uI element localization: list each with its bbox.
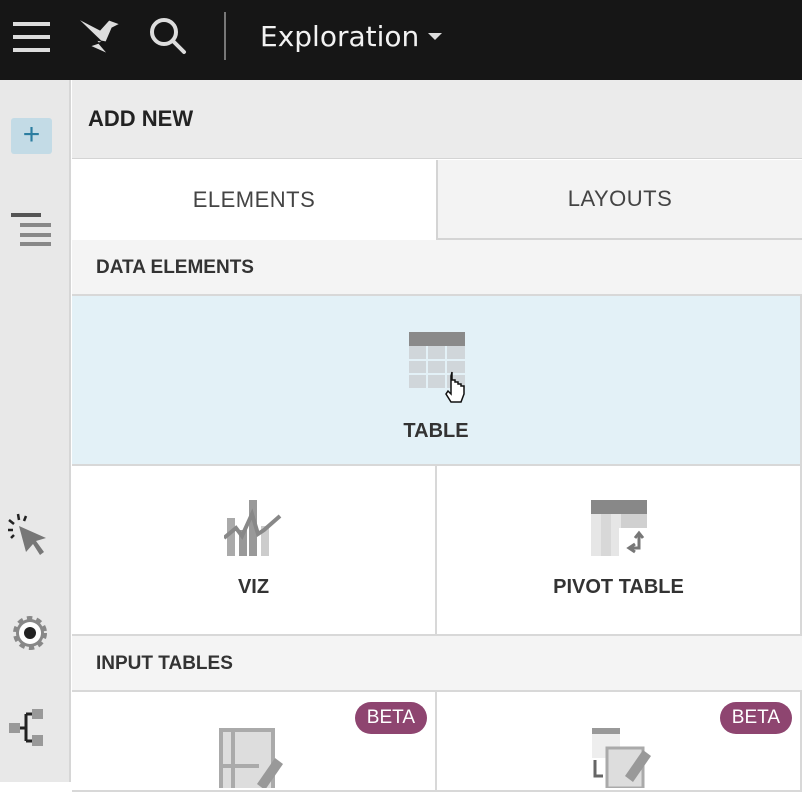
caret-down-icon[interactable] <box>428 33 442 41</box>
add-icon[interactable]: + <box>11 118 52 154</box>
tab-elements[interactable]: ELEMENTS <box>72 160 436 240</box>
panel-header: ADD NEW <box>72 80 802 159</box>
beta-badge: BETA <box>719 702 792 734</box>
pivot-table-tile[interactable]: PIVOT TABLE <box>437 466 802 636</box>
search-icon[interactable] <box>149 17 189 57</box>
pivot-table-icon <box>591 500 647 556</box>
viz-tile[interactable]: VIZ <box>72 466 437 636</box>
input-table-tile[interactable]: BETA <box>72 692 437 792</box>
workbook-title[interactable]: Exploration <box>260 20 420 53</box>
divider <box>224 12 226 60</box>
menu-icon[interactable] <box>13 22 51 52</box>
tab-layouts[interactable]: LAYOUTS <box>436 160 802 240</box>
input-table-icon <box>219 728 283 788</box>
outline-icon[interactable] <box>11 213 53 247</box>
table-icon <box>409 332 465 403</box>
lineage-icon[interactable] <box>9 708 55 750</box>
settings-icon[interactable] <box>10 612 50 654</box>
linked-input-table-tile[interactable]: BETA <box>437 692 802 792</box>
section-header: DATA ELEMENTS <box>72 240 802 296</box>
add-new-panel: ADD NEW ELEMENTS LAYOUTS DATA ELEMENTS T… <box>72 80 802 792</box>
logo-icon[interactable] <box>76 16 122 56</box>
linked-input-table-icon <box>592 728 651 788</box>
interaction-icon[interactable] <box>6 512 52 556</box>
viz-icon <box>224 500 282 556</box>
table-tile[interactable]: TABLE <box>72 296 802 466</box>
top-bar: Exploration <box>0 0 802 80</box>
section-header: INPUT TABLES <box>72 636 802 692</box>
tile-label: PIVOT TABLE <box>553 576 684 598</box>
tile-label: TABLE <box>403 420 469 442</box>
beta-badge: BETA <box>354 702 427 734</box>
tile-label: VIZ <box>237 576 270 598</box>
left-sidebar: + <box>0 80 71 782</box>
